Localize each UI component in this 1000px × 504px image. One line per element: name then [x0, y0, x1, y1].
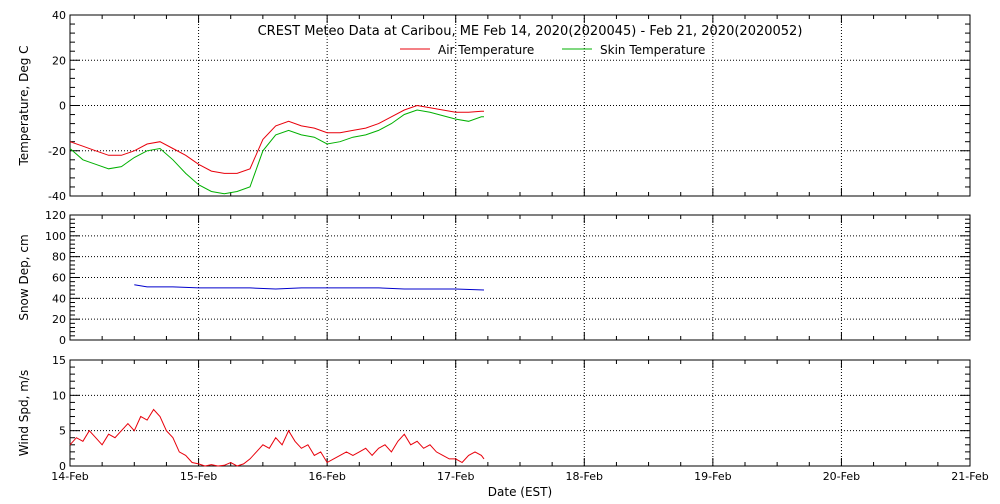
y-tick-label: 120	[45, 209, 66, 222]
x-tick-label: 19-Feb	[694, 470, 731, 483]
x-tick-label: 20-Feb	[823, 470, 860, 483]
y-axis-label: Wind Spd, m/s	[17, 370, 31, 456]
series-line	[69, 104, 484, 174]
temperature-panel: -40 -20 0 20 40 Temperature, Deg C Air Tempera…	[17, 9, 971, 203]
y-axis-label: Temperature, Deg C	[17, 45, 31, 166]
x-axis-label: Date (EST)	[488, 485, 552, 499]
x-tick-label: 15-Feb	[180, 470, 217, 483]
wind-speed-panel: 0 5 10 15 Wind Spd, m/s 14-Feb 15-Feb 16-Feb 17-…	[17, 354, 989, 483]
y-tick-label: 5	[59, 425, 66, 438]
legend-label: Skin Temperature	[600, 43, 705, 57]
y-tick-label: 40	[52, 292, 66, 305]
plot-frame	[69, 359, 971, 467]
y-tick-label: 10	[52, 389, 66, 402]
y-tick-label: 60	[52, 272, 66, 285]
y-tick-label: 100	[45, 230, 66, 243]
series-line	[69, 408, 485, 467]
y-tick-label: -40	[48, 190, 66, 203]
y-tick-label: 0	[59, 334, 66, 347]
x-tick-label: 14-Feb	[51, 470, 88, 483]
series-line	[69, 109, 484, 195]
y-tick-label: 20	[52, 313, 66, 326]
series-line	[134, 284, 485, 291]
y-tick-label: 0	[59, 460, 66, 473]
chart-title: CREST Meteo Data at Caribou, ME Feb 14, …	[258, 24, 803, 39]
y-tick-label: -20	[48, 145, 66, 158]
legend-label: Air Temperature	[438, 43, 534, 57]
x-tick-label: 16-Feb	[308, 470, 345, 483]
y-axis-label: Snow Dep, cm	[17, 234, 31, 320]
y-tick-label: 20	[52, 54, 66, 67]
x-tick-label: 18-Feb	[566, 470, 603, 483]
y-tick-label: 0	[59, 100, 66, 113]
snow-depth-panel: 0 20 40 60 80 100 120 Snow Dep, cm	[17, 209, 971, 347]
y-tick-label: 15	[52, 354, 66, 367]
x-tick-label: 21-Feb	[951, 470, 988, 483]
x-tick-label: 17-Feb	[437, 470, 474, 483]
y-tick-label: 80	[52, 251, 66, 264]
y-tick-label: 40	[52, 9, 66, 22]
